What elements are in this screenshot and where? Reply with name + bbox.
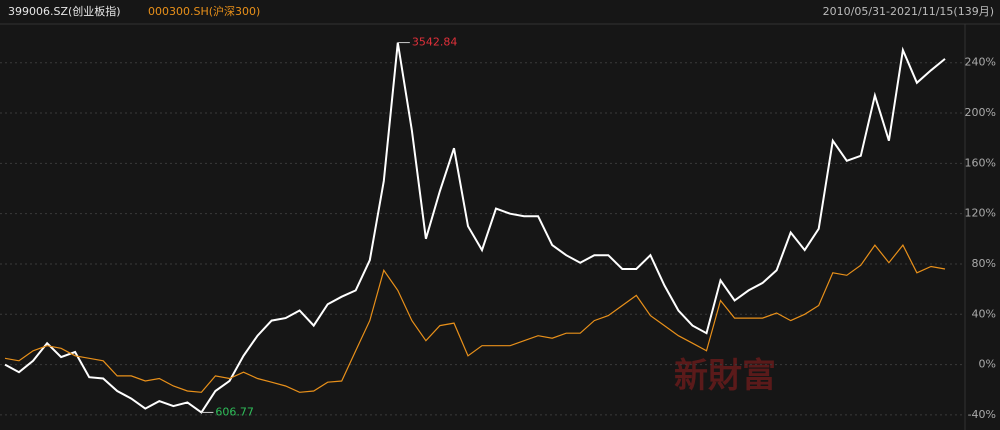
y-tick-label: 0%	[979, 358, 996, 371]
max-label: 3542.84	[412, 36, 458, 49]
y-tick-label: 200%	[965, 106, 996, 119]
series-line	[4, 243, 946, 393]
y-tick-label: 160%	[965, 156, 996, 169]
legend-compare: 000300.SH(沪深300)	[148, 4, 260, 18]
legend-main: 399006.SZ(创业板指)	[8, 4, 121, 18]
min-label: 606.77	[215, 405, 254, 418]
watermark: 新財富	[674, 356, 776, 396]
y-tick-label: 120%	[965, 207, 996, 220]
date-range: 2010/05/31-2021/11/15(139月)	[823, 5, 994, 18]
y-tick-label: -40%	[968, 408, 996, 421]
y-tick-label: 40%	[972, 307, 996, 320]
y-tick-label: 80%	[972, 257, 996, 270]
series-line	[4, 42, 946, 414]
y-tick-label: 240%	[965, 56, 996, 69]
